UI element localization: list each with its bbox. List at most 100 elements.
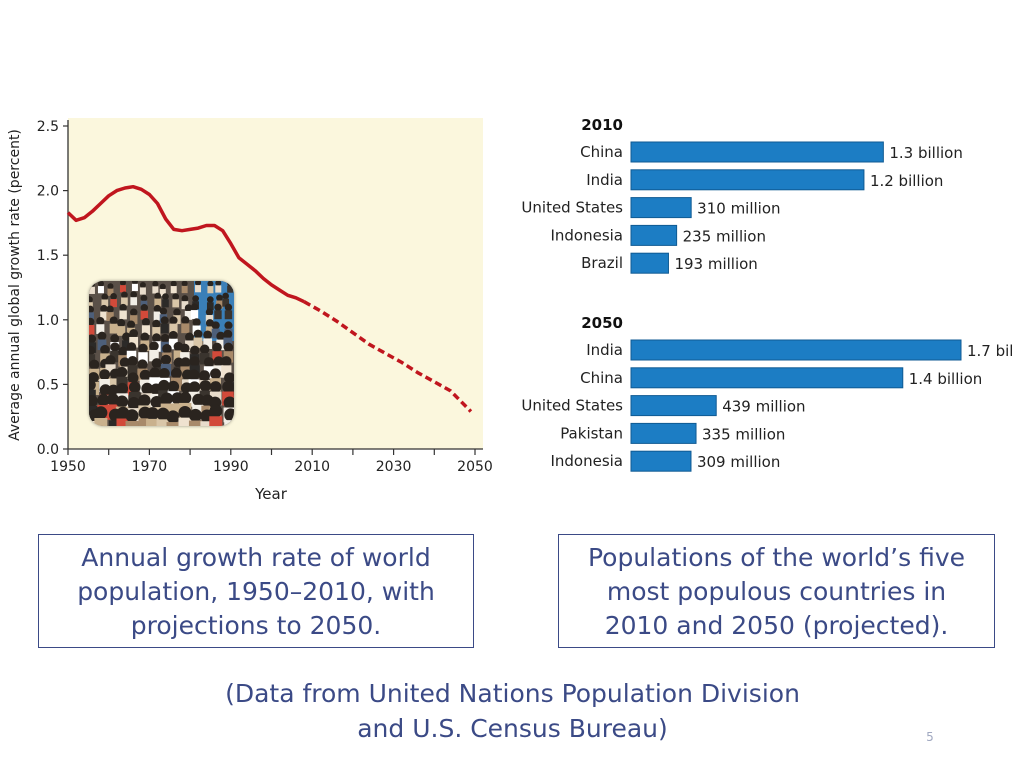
caption-line: Annual growth rate of world: [81, 543, 431, 572]
crowd-photo: [89, 281, 234, 426]
crowd-body: [138, 418, 152, 426]
crowd-head: [122, 332, 131, 342]
x-tick-label: 1990: [213, 459, 249, 475]
crowd-head: [97, 331, 107, 341]
population-bar: [630, 367, 904, 389]
observed-growth-line: [66, 184, 305, 304]
crowd-head: [188, 369, 200, 381]
crowd-body: [209, 416, 223, 426]
crowd-head: [209, 381, 222, 393]
crowd-head: [110, 342, 120, 352]
country-label: China: [580, 369, 623, 387]
x-tick-label: 2050: [457, 459, 493, 475]
crowd-head: [203, 330, 213, 340]
crowd-head: [170, 367, 182, 379]
x-axis-label: Year: [254, 485, 288, 503]
crowd-body: [203, 338, 213, 349]
crowd-head: [207, 281, 214, 287]
crowd-head: [140, 304, 149, 312]
crowd-body: [178, 417, 192, 426]
caption-line: Populations of the world’s five: [587, 543, 965, 572]
population-value-label: 1.3 billion: [889, 144, 963, 162]
x-tick-label: 1950: [50, 459, 86, 475]
crowd-head: [159, 307, 168, 315]
y-tick-label: 1.0: [37, 313, 59, 329]
crowd-head: [141, 382, 153, 395]
crowd-head: [153, 304, 162, 313]
crowd-body: [227, 285, 234, 293]
y-tick-label: 2.5: [37, 119, 59, 135]
crowd-head: [192, 393, 205, 407]
crowd-body: [224, 310, 233, 320]
crowd-body: [105, 364, 116, 377]
source-line: and U.S. Census Bureau): [357, 714, 668, 743]
crowd-head: [152, 281, 159, 287]
crowd-head: [209, 404, 223, 418]
country-label: Pakistan: [560, 424, 623, 442]
crowd-body: [129, 336, 139, 348]
population-value-label: 310 million: [697, 200, 780, 218]
crowd-head: [188, 408, 202, 422]
crowd-body: [206, 302, 214, 311]
country-label: Indonesia: [550, 452, 623, 470]
crowd-body: [162, 299, 169, 308]
crowd-head: [89, 334, 97, 344]
population-bar: [630, 422, 697, 444]
country-label: United States: [521, 199, 623, 217]
population-bar: [630, 252, 669, 274]
crowd-head: [149, 367, 161, 379]
crowd-head: [130, 308, 138, 316]
crowd-head: [129, 329, 139, 338]
population-value-label: 1.2 billion: [870, 172, 944, 190]
crowd-head: [212, 342, 222, 353]
crowd-head: [146, 407, 160, 421]
crowd-body: [130, 297, 138, 306]
crowd-head: [192, 318, 201, 327]
crowd-head: [168, 330, 178, 340]
population-bar: [630, 450, 692, 472]
crowd-body: [125, 420, 139, 426]
crowd-body: [116, 418, 130, 426]
crowd-body: [203, 366, 215, 379]
crowd-head: [181, 316, 190, 325]
crowd-head: [128, 381, 141, 394]
crowd-body: [101, 299, 109, 308]
crowd-head: [162, 343, 172, 354]
crowd-head: [160, 316, 169, 325]
crowd-head: [110, 334, 120, 343]
crowd-head: [190, 345, 200, 356]
year-heading: 2050: [581, 314, 623, 332]
crowd-head: [137, 359, 148, 370]
crowd-body: [181, 323, 190, 334]
crowd-body: [160, 323, 169, 334]
crowd-head: [199, 370, 210, 382]
crowd-head: [97, 281, 104, 287]
crowd-body: [156, 419, 170, 426]
crowd-head: [126, 342, 137, 352]
y-tick-label: 0.0: [37, 442, 59, 458]
crowd-body: [119, 310, 127, 320]
crowd-head: [99, 369, 111, 381]
crowd-body: [166, 422, 180, 426]
crowd-body: [94, 418, 108, 426]
crowd-head: [121, 291, 128, 299]
crowd-head: [100, 344, 110, 355]
crowd-head: [105, 355, 116, 366]
crowd-head: [152, 333, 161, 343]
y-tick-label: 0.5: [37, 377, 59, 393]
slide-number: 5: [926, 730, 934, 744]
crowd-head: [178, 405, 192, 419]
crowd-body: [107, 288, 114, 296]
crowd-head: [223, 396, 234, 409]
crowd-head: [211, 321, 220, 330]
crowd-head: [188, 381, 201, 393]
crowd-head: [89, 345, 96, 356]
crowd-body: [141, 325, 150, 335]
crowd-head: [205, 308, 214, 316]
country-label: India: [586, 341, 623, 359]
crowd-head: [223, 342, 234, 353]
crowd-head: [172, 293, 180, 300]
crowd-body: [153, 311, 162, 321]
crowd-head: [173, 308, 181, 316]
crowd-head: [224, 303, 233, 312]
